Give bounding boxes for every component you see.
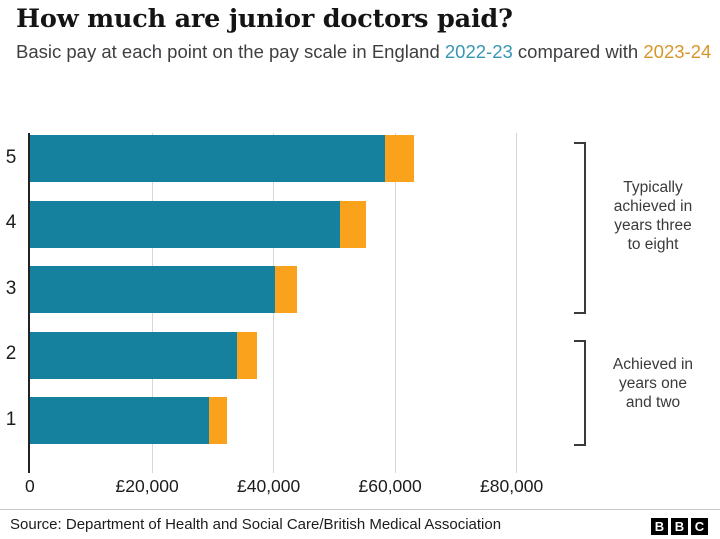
bar-group-3 [30,266,550,313]
bar-2022-23-point-5[interactable] [30,135,385,182]
bar-2022-23-point-2[interactable] [30,331,237,379]
bbc-logo-block-3: C [691,518,708,535]
x-axis-tick-20000: £20,000 [115,476,179,496]
bar-group-1 [30,397,550,444]
annotation-upper: Typically achieved in years three to eig… [594,178,712,254]
legend-label-2023: 2023-24 [643,41,712,62]
y-axis-tick-4: 4 [5,212,17,233]
source-text: Source: Department of Health and Social … [10,516,502,533]
footer-divider [0,509,720,510]
plot-area: 5 4 3 2 1 [0,122,720,473]
bbc-logo: B B C [651,518,708,535]
gridline-80000 [516,133,517,473]
bracket-lower [574,340,586,446]
bar-group-2 [30,331,550,379]
legend-label-2022: 2022-23 [444,41,513,62]
chart-footer: Source: Department of Health and Social … [0,510,720,539]
bar-2022-23-point-3[interactable] [30,266,275,313]
bar-group-5 [30,135,550,182]
annotation-lower-line1: Achieved in [612,356,694,373]
gridline-60000 [394,133,396,473]
x-axis-tick-40000: £40,000 [237,476,301,496]
annotation-upper-line4: to eight [627,236,679,253]
annotation-lower-line3: and two [625,394,681,411]
x-axis-tick-80000: £80,000 [480,476,544,496]
x-axis-tick-0: 0 [25,476,35,496]
annotation-upper-line1: Typically [623,179,683,196]
y-axis-line [28,133,30,473]
annotation-lower: Achieved in years one and two [594,355,712,412]
page-title: How much are junior doctors paid? [16,4,513,34]
bracket-upper [574,142,586,314]
bar-2022-23-point-4[interactable] [30,200,340,248]
bbc-logo-block-1: B [651,518,668,535]
y-axis-tick-2: 2 [5,343,17,364]
bbc-logo-block-2: B [671,518,688,535]
chart-subtitle: Basic pay at each point on the pay scale… [16,39,716,64]
y-axis-tick-1: 1 [5,408,17,430]
annotation-lower-line2: years one [618,375,688,392]
y-axis-tick-5: 5 [5,146,17,168]
annotation-upper-line2: achieved in [613,198,693,215]
bar-group-4 [30,200,550,248]
y-axis-tick-3: 3 [5,277,17,299]
subtitle-text-mid: compared with [512,41,644,62]
x-axis-tick-60000: £60,000 [358,476,422,496]
x-axis: 0 £20,000 £40,000 £60,000 £80,000 [0,472,720,506]
chart-header: How much are junior doctors paid? Basic … [16,4,716,64]
annotation-upper-line3: years three [614,217,692,234]
bar-2022-23-point-1[interactable] [30,397,209,444]
subtitle-text-lead: Basic pay at each point on the pay scale… [16,41,445,62]
